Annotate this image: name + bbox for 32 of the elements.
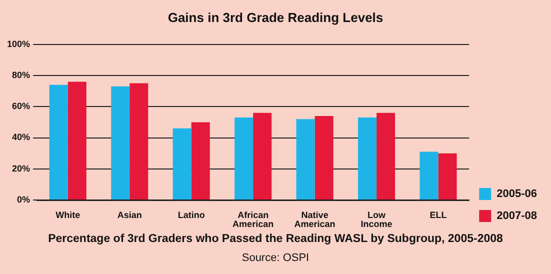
x-tick-label: White <box>56 210 80 220</box>
chart-title: Gains in 3rd Grade Reading Levels <box>166 10 384 25</box>
bar <box>234 118 254 200</box>
y-tick-label: 80% <box>12 70 30 80</box>
x-tick-label: African American <box>232 210 274 229</box>
bar <box>111 86 130 200</box>
legend-label: 2007-08 <box>496 210 538 222</box>
bar <box>172 128 192 200</box>
x-tick-label: Low Income <box>360 210 392 229</box>
y-tick-label: 100% <box>6 38 30 49</box>
bar <box>296 119 315 200</box>
x-tick-label: Latino <box>178 210 206 220</box>
bar <box>191 122 210 200</box>
bar <box>438 153 457 200</box>
bar <box>253 112 272 200</box>
y-tick-label: 60% <box>12 101 30 112</box>
legend-label: 2005-06 <box>496 188 538 200</box>
y-tick-label: 0% <box>17 194 30 204</box>
bar <box>358 118 377 200</box>
bar <box>314 116 334 200</box>
bar <box>68 82 86 200</box>
x-axis-title: Percentage of 3rd Graders who Passed the Reading WASL by Subgroup, 2005-2008 <box>47 233 504 245</box>
y-tick-label: 40% <box>12 132 30 142</box>
bar <box>49 84 68 200</box>
source-note: Source: OSPI <box>240 252 310 264</box>
x-tick-label: ELL <box>430 210 448 220</box>
bar <box>420 152 438 200</box>
bar <box>376 112 396 200</box>
x-tick-label: Native American <box>294 210 336 229</box>
bar <box>130 83 148 200</box>
y-tick-label: 20% <box>12 163 30 174</box>
x-tick-label: Asian <box>117 210 142 220</box>
